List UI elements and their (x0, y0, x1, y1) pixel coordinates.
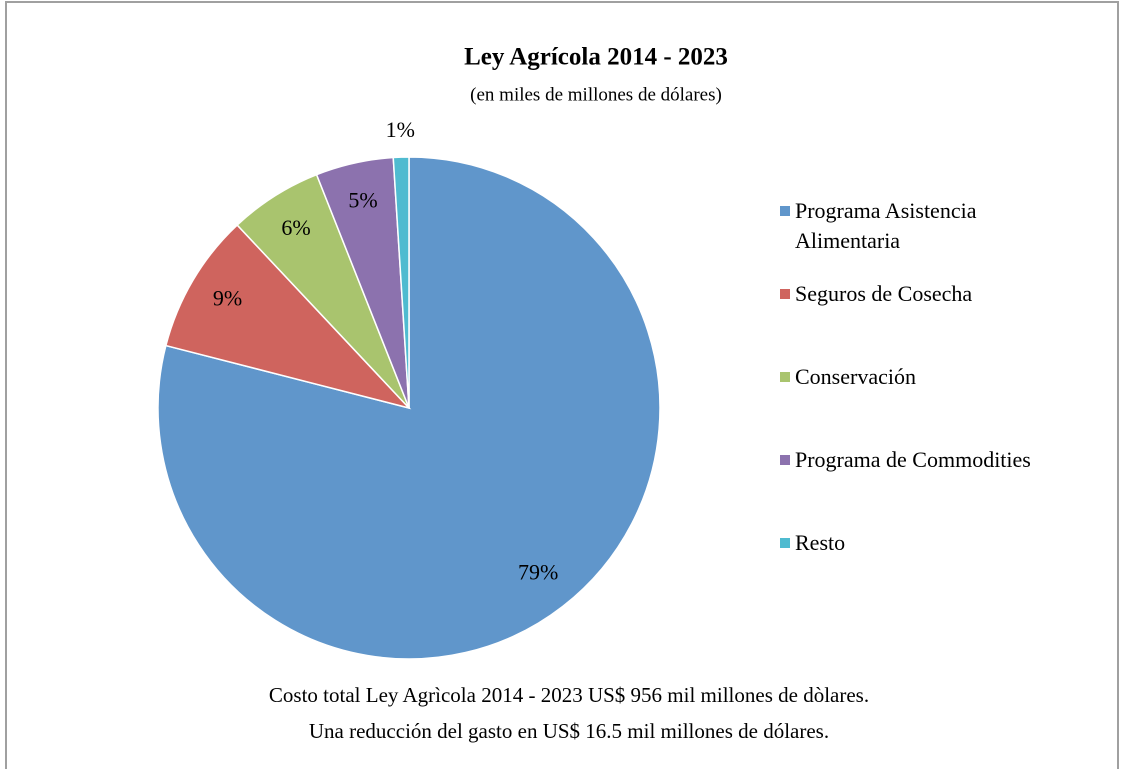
pie-slice (164, 223, 412, 410)
data-label: 9% (213, 286, 242, 311)
legend-item: Conservación (780, 362, 1070, 392)
legend-item: Resto (780, 528, 1070, 558)
chart-title: Ley Agrícola 2014 - 2023 (464, 44, 728, 71)
data-label: 79% (518, 560, 558, 585)
data-label: 6% (281, 215, 310, 240)
data-label: 5% (348, 187, 377, 212)
annotation: Una reducción del gasto en US$ 16.5 mil … (309, 719, 829, 743)
legend-swatch (780, 289, 790, 299)
legend-swatch (780, 455, 790, 465)
data-label: 1% (386, 117, 415, 142)
legend-swatch (780, 206, 790, 216)
legend-swatch (780, 538, 790, 548)
legend-label: Programa de Commodities (795, 447, 1031, 472)
annotation: Costo total Ley Agrìcola 2014 - 2023 US$… (269, 683, 869, 707)
legend-item: Programa Asistencia Alimentaria (780, 196, 1070, 256)
legend-item: Programa de Commodities (780, 445, 1070, 475)
legend-label: Conservación (795, 364, 916, 389)
legend-label: Resto (795, 530, 846, 555)
pie-slice (392, 156, 410, 409)
chart-border (5, 1, 1119, 769)
legend-label: Programa Asistencia Alimentaria (795, 198, 977, 253)
legend-swatch (780, 372, 790, 382)
chart-subtitle: (en miles de millones de dólares) (470, 84, 722, 105)
legend-item: Seguros de Cosecha (780, 279, 1070, 309)
legend-label: Seguros de Cosecha (795, 281, 973, 306)
